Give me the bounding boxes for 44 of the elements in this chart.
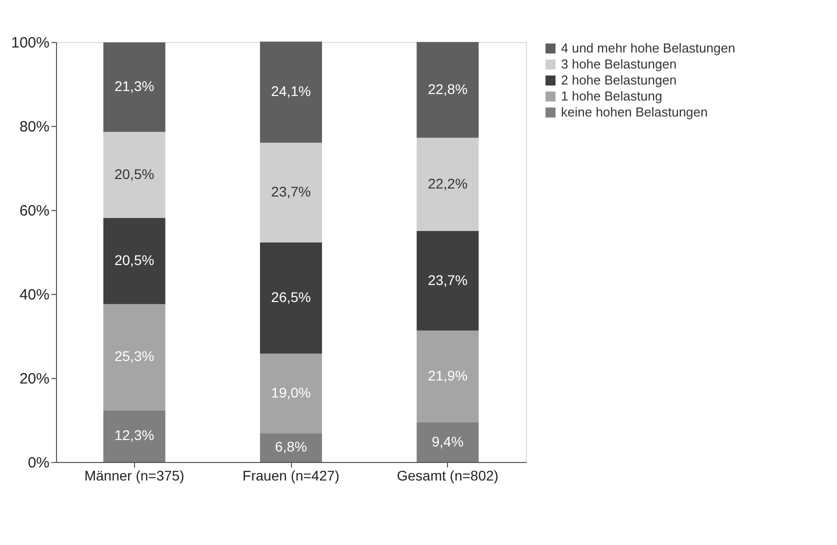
bar xyxy=(103,132,166,218)
y-tick-label: 60% xyxy=(19,202,50,220)
bar xyxy=(260,42,322,143)
legend-label: 4 und mehr hohe Belastungen xyxy=(561,40,736,56)
data-label: 26,5% xyxy=(271,288,311,305)
bar xyxy=(260,142,322,242)
data-label: 6,8% xyxy=(275,438,307,455)
legend-label: 1 hohe Belastung xyxy=(561,88,662,104)
y-tick-label: 0% xyxy=(28,454,50,472)
data-label: 12,3% xyxy=(114,427,154,444)
legend-label: 3 hohe Belastungen xyxy=(561,56,677,72)
legend-label: keine hohen Belastungen xyxy=(561,104,708,120)
y-tick-label: 100% xyxy=(11,34,50,52)
x-tick-label: Gesamt (n=802) xyxy=(396,468,498,484)
bar xyxy=(260,433,322,462)
bar xyxy=(416,231,479,331)
data-label: 20,5% xyxy=(114,166,154,182)
data-label: 23,7% xyxy=(271,184,311,200)
bar xyxy=(103,218,166,304)
data-label: 22,8% xyxy=(428,80,468,97)
data-label: 9,4% xyxy=(432,433,464,450)
bar xyxy=(103,410,166,462)
x-tick-label: Frauen (n=427) xyxy=(242,468,340,484)
bar xyxy=(416,138,479,231)
bar xyxy=(260,354,322,434)
data-label: 19,0% xyxy=(271,384,311,401)
x-tick-label: Männer (n=375) xyxy=(84,468,184,484)
data-label: 25,3% xyxy=(114,348,154,364)
bar xyxy=(416,42,479,138)
data-label: 24,1% xyxy=(271,83,311,100)
data-label: 22,2% xyxy=(428,175,468,192)
bar xyxy=(103,304,166,410)
data-label: 21,3% xyxy=(114,78,154,94)
data-label: 23,7% xyxy=(428,272,468,288)
bar xyxy=(416,422,479,462)
legend-label: 2 hohe Belastungen xyxy=(561,72,677,88)
bar xyxy=(416,330,479,423)
data-label: 21,9% xyxy=(428,368,468,384)
y-tick-label: 20% xyxy=(19,370,50,388)
bar xyxy=(103,42,166,132)
y-tick-label: 80% xyxy=(19,118,50,136)
bar xyxy=(260,242,322,354)
data-label: 20,5% xyxy=(114,252,154,268)
y-tick-label: 40% xyxy=(19,286,50,304)
